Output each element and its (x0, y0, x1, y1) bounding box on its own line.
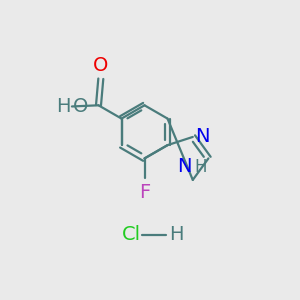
Text: H: H (194, 158, 206, 176)
Text: H: H (169, 225, 183, 244)
Text: H: H (56, 97, 71, 116)
Text: N: N (177, 158, 192, 176)
Text: O: O (73, 97, 88, 116)
Text: N: N (195, 128, 210, 146)
Text: F: F (139, 183, 150, 202)
Text: O: O (93, 56, 109, 75)
Text: Cl: Cl (122, 225, 141, 244)
